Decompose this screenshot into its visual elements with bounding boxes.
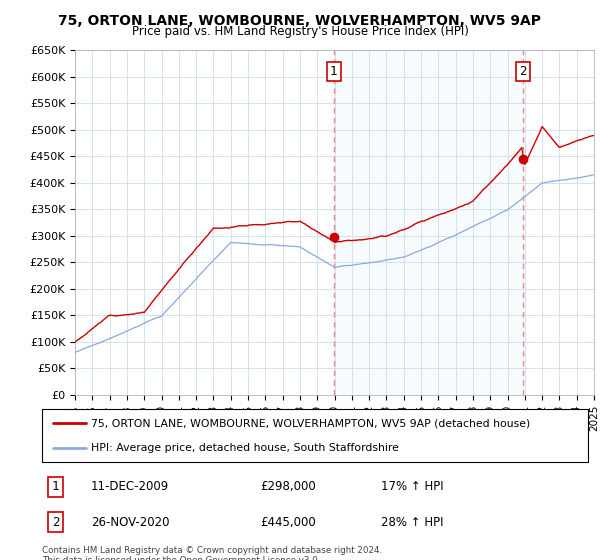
Text: 28% ↑ HPI: 28% ↑ HPI [380, 516, 443, 529]
FancyBboxPatch shape [42, 409, 588, 462]
Text: 2: 2 [52, 516, 59, 529]
Text: 17% ↑ HPI: 17% ↑ HPI [380, 480, 443, 493]
Text: HPI: Average price, detached house, South Staffordshire: HPI: Average price, detached house, Sout… [91, 442, 399, 452]
Text: 11-DEC-2009: 11-DEC-2009 [91, 480, 169, 493]
Text: £298,000: £298,000 [260, 480, 316, 493]
Text: 75, ORTON LANE, WOMBOURNE, WOLVERHAMPTON, WV5 9AP: 75, ORTON LANE, WOMBOURNE, WOLVERHAMPTON… [59, 14, 542, 28]
Text: 2: 2 [520, 65, 527, 78]
Text: Price paid vs. HM Land Registry's House Price Index (HPI): Price paid vs. HM Land Registry's House … [131, 25, 469, 38]
Text: 1: 1 [330, 65, 337, 78]
Text: 1: 1 [52, 480, 59, 493]
Text: £445,000: £445,000 [260, 516, 316, 529]
Text: Contains HM Land Registry data © Crown copyright and database right 2024.
This d: Contains HM Land Registry data © Crown c… [42, 546, 382, 560]
Bar [334, 50, 523, 395]
Text: 75, ORTON LANE, WOMBOURNE, WOLVERHAMPTON, WV5 9AP (detached house): 75, ORTON LANE, WOMBOURNE, WOLVERHAMPTON… [91, 418, 530, 428]
Text: 26-NOV-2020: 26-NOV-2020 [91, 516, 170, 529]
